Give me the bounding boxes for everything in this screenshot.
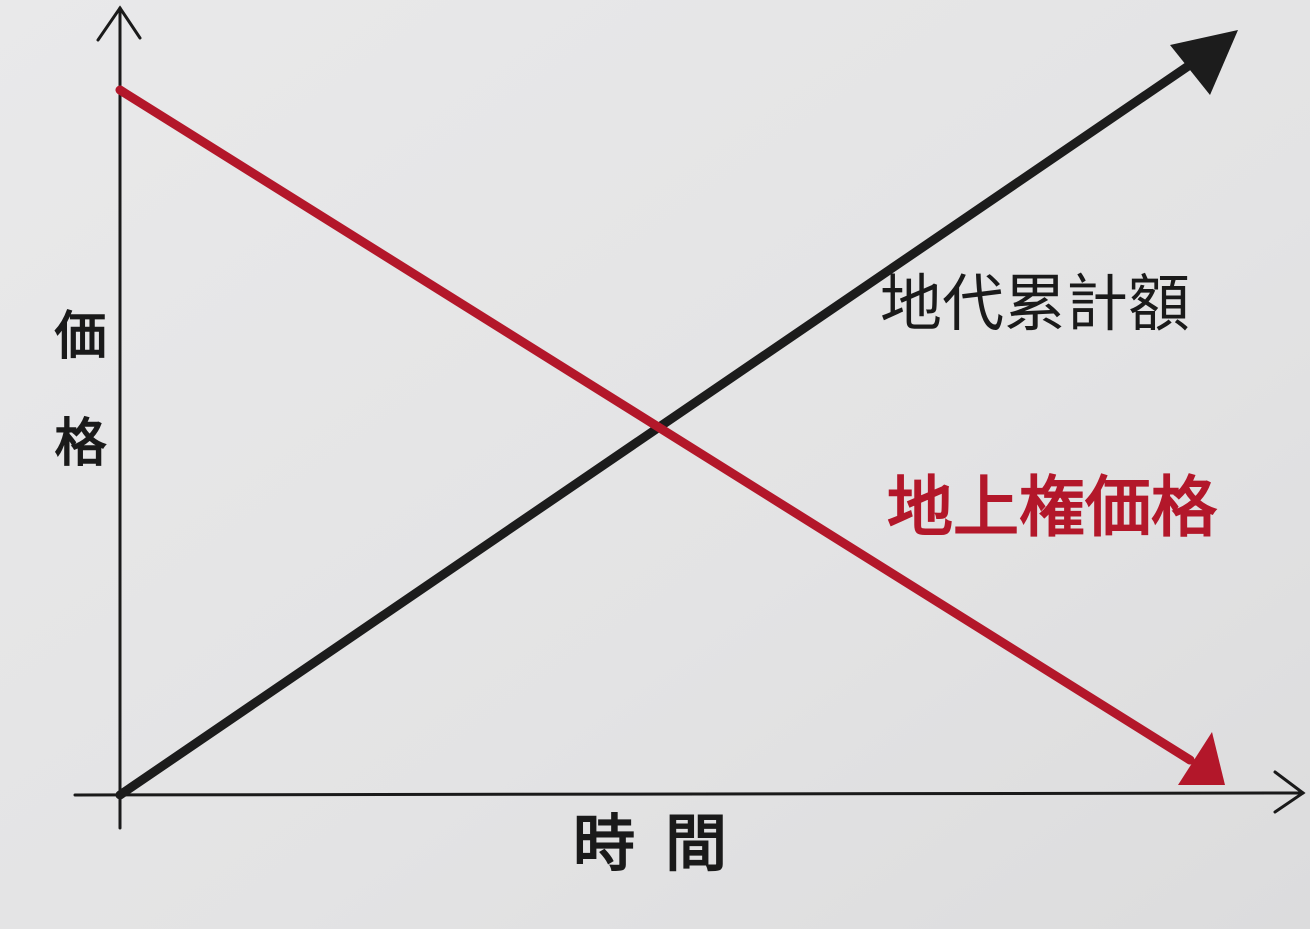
rent-cumulative-arrowhead bbox=[1170, 30, 1238, 95]
y-axis-arrow bbox=[96, 5, 142, 42]
surface-right-price-arrowhead bbox=[1178, 732, 1225, 785]
surface-right-price-line bbox=[115, 85, 1195, 765]
surface-right-price-label: 地上権価格 bbox=[887, 469, 1218, 546]
x-axis-arrow bbox=[1273, 770, 1306, 814]
x-axis bbox=[73, 791, 1305, 797]
rent-cumulative-label: 地代累計額 bbox=[880, 267, 1190, 340]
axes bbox=[73, 5, 1306, 830]
x-axis-label: 時間 bbox=[573, 807, 757, 880]
y-axis-label: 価格 bbox=[45, 308, 107, 522]
